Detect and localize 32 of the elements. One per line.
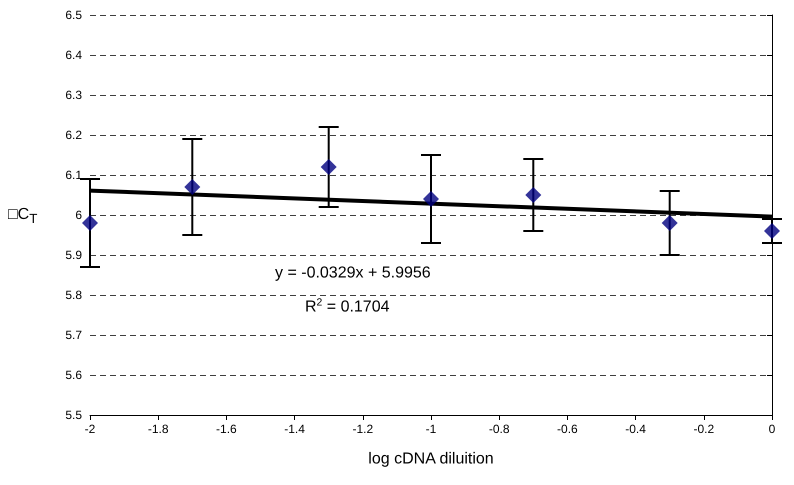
x-tick-label: -0.6 <box>557 422 578 436</box>
y-axis-title: □C$_{T}$ <box>8 206 38 226</box>
point <box>662 215 678 231</box>
annotation: y = -0.0329x + 5.9956 <box>275 264 431 282</box>
y-tick-label: 5.9 <box>65 248 82 262</box>
x-tick-label: -1.2 <box>352 422 374 436</box>
x-tick-label: -2 <box>84 422 96 436</box>
y-tick-label: 5.8 <box>65 288 82 302</box>
y-tick-label: 6 <box>75 208 82 222</box>
x-tick-label: -1.6 <box>216 422 238 436</box>
point <box>525 187 542 203</box>
x-tick-label: -1 <box>426 422 437 436</box>
x-axis-title: log cDNA diluition <box>368 450 494 468</box>
x-tick-label: 0 <box>768 422 776 436</box>
point <box>184 179 200 195</box>
point <box>82 215 98 231</box>
y-tick-label: 6.1 <box>65 168 82 182</box>
y-tick-label: 5.7 <box>65 328 82 342</box>
y-tick-label: 5.6 <box>65 368 82 382</box>
point <box>320 159 337 175</box>
x-tick-label: -0.4 <box>625 422 646 436</box>
x-tick-label: -0.2 <box>693 422 714 436</box>
x-tick-label: -1.8 <box>148 422 169 436</box>
y-tick-label: 6.2 <box>65 128 82 142</box>
y-tick-label: 6.5 <box>65 8 82 22</box>
y-tick-label: 5.5 <box>65 408 82 422</box>
x-tick-label: -0.8 <box>488 422 510 436</box>
x-tick-label: -1.4 <box>284 422 306 436</box>
point <box>423 191 439 207</box>
point <box>764 223 780 239</box>
y-tick-label: 6.4 <box>65 48 82 62</box>
y-tick-label: 6.3 <box>65 88 82 102</box>
